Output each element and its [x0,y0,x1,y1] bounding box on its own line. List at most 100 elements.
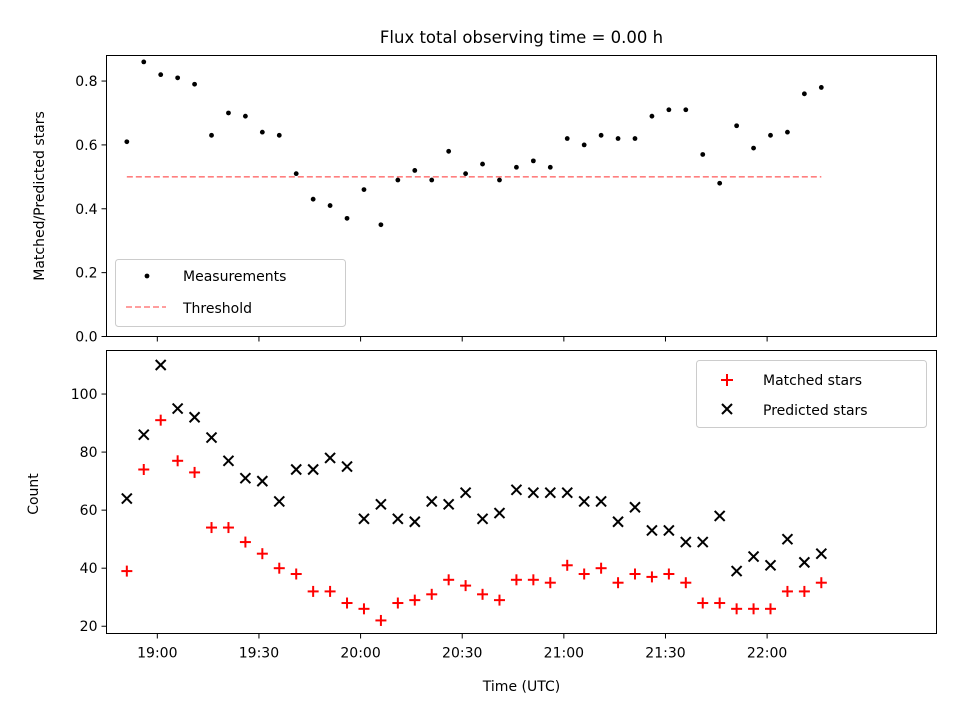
matched-star-point [222,522,234,534]
predicted-star-point [747,550,760,563]
measurement-point [564,136,570,141]
matched-star-point [561,559,573,571]
measurement-point [378,222,384,228]
legend-measurements-label: Measurements [183,269,286,285]
measurement-point [480,161,485,167]
predicted-star-point [510,484,523,496]
measurement-point [768,132,773,138]
predicted-star-point [680,536,692,548]
bottom-y-tick-label: 80 [80,445,98,461]
x-tick-label: 21:30 [645,646,685,662]
measurement-point [497,177,502,183]
bottom-legend: Matched stars Predicted stars [696,360,927,428]
matched-star-point [578,568,590,580]
matched-star-point [239,536,251,548]
measurement-point [514,164,519,170]
matched-star-point [426,588,438,600]
predicted-star-point [154,359,167,371]
measurement-point [801,91,807,97]
bottom-plot-frame [106,350,937,634]
matched-star-point [172,455,184,467]
measurement-point [446,148,452,154]
top-y-tick-label: 0.4 [75,202,97,218]
measurement-point [700,152,706,157]
measurement-point [259,129,265,135]
predicted-star-point [713,510,726,522]
matched-star-point [460,580,472,592]
legend-matched-marker [721,374,733,386]
predicted-star-point [409,516,421,528]
matched-star-point [290,568,302,580]
top-axis-ticks: 0.0 0.2 0.4 0.6 0.8 [75,74,768,346]
measurement-point [785,129,790,135]
top-y-tick-label: 0.2 [75,266,97,282]
legend-predicted-marker [721,403,733,415]
measurement-point [276,132,282,138]
matched-star-point [392,597,404,609]
predicted-star-point [307,463,319,476]
measurement-point [310,196,316,202]
matched-star-point [206,522,218,534]
matched-star-point [375,614,387,626]
matched-star-point [138,464,150,476]
matched-star-point [493,594,505,606]
measurement-point [666,107,672,113]
predicted-star-point [646,524,658,537]
predicted-star-point [426,495,438,508]
matched-star-point [646,571,658,583]
measurement-point [242,113,248,119]
measurement-point [158,72,164,78]
predicted-star-point [544,487,557,499]
panel-top: Flux total observing time = 0.00 h 0.00.… [32,28,937,346]
measurement-point [463,171,469,177]
measurement-point [412,168,418,173]
predicted-star-point [527,487,540,499]
matched-star-point [748,603,760,615]
measurement-point [547,164,553,170]
predicted-star-point [375,498,387,511]
measurement-point [209,132,214,138]
bottom-y-tick-label: 60 [80,503,98,519]
bottom-axis-ticks: 20 40 60 80 100 19:00 19:30 20:00 20:30 21:00 21:3… [71,387,788,661]
predicted-star-point [324,452,336,464]
matched-star-point [341,597,353,609]
measurement-point [751,145,756,151]
matched-stars-series [121,414,827,626]
matched-star-point [612,577,624,589]
matched-star-point [765,603,776,615]
predicted-star-point [205,431,218,444]
predicted-star-point [256,475,269,487]
matched-star-point [510,574,522,586]
matched-star-point [155,414,167,426]
predicted-star-point [138,428,150,441]
matched-star-point [443,574,455,586]
matched-star-point [815,577,827,589]
predicted-star-point [612,516,624,528]
predicted-star-point [239,472,252,484]
predicted-star-point [476,513,489,525]
measurement-point [683,107,689,113]
x-tick-label: 19:00 [137,646,177,662]
predicted-star-point [595,495,607,508]
predicted-star-point [781,533,794,545]
predicted-star-point [798,556,811,569]
measurement-point [141,59,147,65]
predicted-star-point [442,498,455,511]
matched-star-point [409,594,421,606]
measurement-point [395,177,401,183]
measurement-point [192,81,197,87]
predicted-star-point [561,487,573,499]
x-axis-label: Time (UTC) [482,679,560,695]
matched-star-point [697,597,709,609]
measurement-point [175,75,181,81]
measurement-point [649,113,655,119]
legend-matched-label: Matched stars [763,373,862,389]
top-legend-box [115,259,346,327]
top-y-tick-label: 0.6 [75,138,97,154]
matched-star-point [714,597,726,609]
x-tick-label: 22:00 [747,646,787,662]
top-y-tick-label: 0.8 [75,74,97,90]
measurement-series [124,59,824,228]
measurement-point [124,139,130,145]
